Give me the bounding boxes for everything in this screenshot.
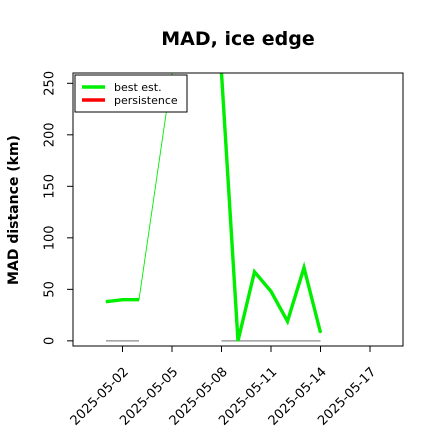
data-point (270, 290, 272, 292)
y-tick-label: 0 (43, 337, 58, 345)
data-point (286, 320, 289, 322)
legend: best est.persistence (74, 74, 188, 113)
legend-label: persistence (114, 94, 178, 107)
series-layer (105, 73, 323, 342)
y-tick-label: 150 (43, 174, 58, 199)
chart-title: MAD, ice edge (161, 28, 314, 50)
data-point (319, 332, 322, 334)
plot-frame (72, 72, 404, 347)
series-line-0-1 (219, 73, 323, 342)
legend-box (74, 74, 188, 113)
data-point (121, 299, 124, 301)
data-point (237, 340, 239, 342)
data-point (105, 301, 107, 303)
data-point (138, 299, 140, 301)
y-tick-label: 100 (43, 225, 58, 250)
plot-area: 0501001502002502025-05-022025-05-052025-… (43, 71, 404, 429)
y-tick-label: 50 (43, 281, 58, 298)
y-tick-label: 200 (43, 122, 58, 147)
data-point (253, 271, 256, 273)
data-point (303, 267, 305, 269)
legend-label: best est. (114, 81, 162, 94)
y-axis-label: MAD distance (km) (6, 135, 22, 285)
y-tick-label: 250 (43, 71, 58, 96)
